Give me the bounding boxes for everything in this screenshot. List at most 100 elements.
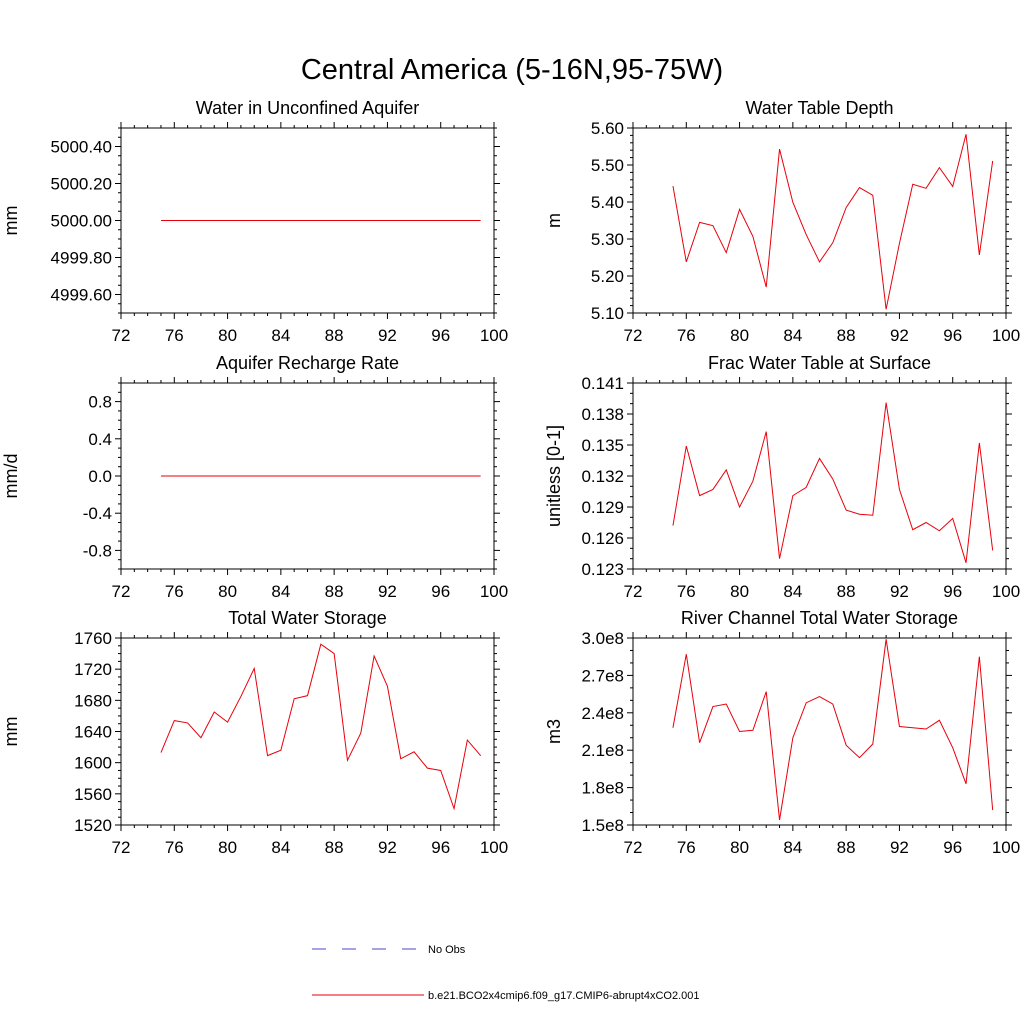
water-in-unconfined-aquifer-xtick-label: 76 <box>165 326 184 345</box>
frac-water-table-at-surface-xtick-label: 72 <box>624 582 643 601</box>
frac-water-table-at-surface-ytick-label: 0.132 <box>581 467 624 486</box>
water-in-unconfined-aquifer-ytick-label: 5000.20 <box>51 175 112 194</box>
river-channel-total-water-storage-xtick-label: 96 <box>943 838 962 857</box>
water-in-unconfined-aquifer-ytick-label: 5000.40 <box>51 138 112 157</box>
water-table-depth-xtick-label: 100 <box>992 326 1020 345</box>
total-water-storage-ytick-label: 1520 <box>74 816 112 835</box>
figure-title: Central America (5-16N,95-75W) <box>301 54 723 86</box>
river-channel-total-water-storage-ytick-label: 2.7e8 <box>581 666 624 685</box>
frac-water-table-at-surface-ytick-label: 0.123 <box>581 560 624 579</box>
river-channel-total-water-storage-xtick-label: 100 <box>992 838 1020 857</box>
aquifer-recharge-rate-xtick-label: 96 <box>431 582 450 601</box>
frac-water-table-at-surface-ytick-label: 0.135 <box>581 436 624 455</box>
frac-water-table-at-surface-title: Frac Water Table at Surface <box>708 353 931 373</box>
water-in-unconfined-aquifer-xtick-label: 88 <box>325 326 344 345</box>
water-in-unconfined-aquifer-xtick-label: 92 <box>378 326 397 345</box>
total-water-storage-xtick-label: 92 <box>378 838 397 857</box>
frac-water-table-at-surface-series-line <box>672 402 994 563</box>
river-channel-total-water-storage-frame <box>632 637 1007 826</box>
water-table-depth-xtick-label: 92 <box>890 326 909 345</box>
total-water-storage-ytick-label: 1560 <box>74 785 112 804</box>
total-water-storage-xtick-label: 96 <box>431 838 450 857</box>
water-table-depth-ytick-label: 5.60 <box>591 119 624 138</box>
total-water-storage-ytick-label: 1720 <box>74 660 112 679</box>
frac-water-table-at-surface-xtick-label: 88 <box>837 582 856 601</box>
river-channel-total-water-storage-xtick-label: 92 <box>890 838 909 857</box>
total-water-storage-title: Total Water Storage <box>228 608 386 628</box>
panel-water-table-depth: Water Table Depth 72 76 80 84 88 92 96 100 5.10 5.… <box>544 98 1020 345</box>
panel-total-water-storage: Total Water Storage 72 76 80 84 88 92 96 100 1520… <box>1 608 508 857</box>
river-channel-total-water-storage-xtick-label: 88 <box>837 838 856 857</box>
aquifer-recharge-rate-title: Aquifer Recharge Rate <box>216 353 399 373</box>
water-table-depth-xtick-label: 72 <box>624 326 643 345</box>
water-in-unconfined-aquifer-title: Water in Unconfined Aquifer <box>196 98 419 118</box>
frac-water-table-at-surface-xtick-label: 84 <box>783 582 802 601</box>
river-channel-total-water-storage-xtick-label: 72 <box>624 838 643 857</box>
total-water-storage-xtick-label: 80 <box>218 838 237 857</box>
aquifer-recharge-rate-ytick-label: -0.4 <box>83 504 112 523</box>
river-channel-total-water-storage-ylabel: m3 <box>544 719 564 744</box>
water-in-unconfined-aquifer-xtick-label: 72 <box>112 326 131 345</box>
frac-water-table-at-surface-ytick-label: 0.141 <box>581 374 624 393</box>
frac-water-table-at-surface-xtick-label: 76 <box>677 582 696 601</box>
water-table-depth-series-line <box>672 134 994 310</box>
water-table-depth-xtick-label: 88 <box>837 326 856 345</box>
total-water-storage-ytick-label: 1760 <box>74 629 112 648</box>
total-water-storage-ylabel: mm <box>1 717 21 747</box>
aquifer-recharge-rate-xtick-label: 76 <box>165 582 184 601</box>
frac-water-table-at-surface-ylabel: unitless [0-1] <box>544 425 564 527</box>
water-table-depth-ytick-label: 5.20 <box>591 267 624 286</box>
water-table-depth-ytick-label: 5.40 <box>591 193 624 212</box>
water-in-unconfined-aquifer-ylabel: mm <box>1 206 21 236</box>
legend-label-model: b.e21.BCO2x4cmip6.f09_g17.CMIP6-abrupt4x… <box>428 990 700 1002</box>
aquifer-recharge-rate-ylabel: mm/d <box>1 454 21 499</box>
river-channel-total-water-storage-ytick-label: 3.0e8 <box>581 629 624 648</box>
frac-water-table-at-surface-xtick-label: 80 <box>730 582 749 601</box>
panel-frac-water-table-at-surface: Frac Water Table at Surface 72 76 80 84 88 92 9… <box>544 353 1020 601</box>
total-water-storage-xtick-label: 88 <box>325 838 344 857</box>
total-water-storage-frame <box>120 637 495 826</box>
water-table-depth-ytick-label: 5.50 <box>591 156 624 175</box>
water-table-depth-ytick-label: 5.10 <box>591 304 624 323</box>
panels: Water in Unconfined Aquifer 72 76 80 84 88 92 9… <box>1 98 1020 857</box>
river-channel-total-water-storage-ytick-label: 1.5e8 <box>581 816 624 835</box>
water-table-depth-title: Water Table Depth <box>745 98 893 118</box>
water-table-depth-frame <box>632 127 1007 314</box>
aquifer-recharge-rate-ytick-label: 0.4 <box>88 430 112 449</box>
water-in-unconfined-aquifer-xtick-label: 96 <box>431 326 450 345</box>
river-channel-total-water-storage-ytick-label: 2.4e8 <box>581 704 624 723</box>
river-channel-total-water-storage-xtick-label: 84 <box>783 838 802 857</box>
water-table-depth-xtick-label: 80 <box>730 326 749 345</box>
frac-water-table-at-surface-xtick-label: 96 <box>943 582 962 601</box>
water-in-unconfined-aquifer-ytick-label: 4999.80 <box>51 249 112 268</box>
frac-water-table-at-surface-xtick-label: 92 <box>890 582 909 601</box>
aquifer-recharge-rate-xtick-label: 72 <box>112 582 131 601</box>
frac-water-table-at-surface-ytick-label: 0.126 <box>581 529 624 548</box>
water-table-depth-xtick-label: 84 <box>783 326 802 345</box>
total-water-storage-ytick-label: 1600 <box>74 754 112 773</box>
aquifer-recharge-rate-ytick-label: -0.8 <box>83 541 112 560</box>
river-channel-total-water-storage-title: River Channel Total Water Storage <box>681 608 958 628</box>
panel-aquifer-recharge-rate: Aquifer Recharge Rate 72 76 80 84 88 92 96 100 -0… <box>1 353 508 601</box>
water-in-unconfined-aquifer-ytick-label: 5000.00 <box>51 212 112 231</box>
river-channel-total-water-storage-series-line <box>672 639 994 821</box>
aquifer-recharge-rate-xtick-label: 88 <box>325 582 344 601</box>
panel-water-in-unconfined-aquifer: Water in Unconfined Aquifer 72 76 80 84 88 92 9… <box>1 98 508 345</box>
water-in-unconfined-aquifer-ytick-label: 4999.60 <box>51 286 112 305</box>
frac-water-table-at-surface-ytick-label: 0.129 <box>581 498 624 517</box>
panel-river-channel-total-water-storage: River Channel Total Water Storage 72 76 80 8… <box>544 608 1020 857</box>
aquifer-recharge-rate-ytick-label: 0.8 <box>88 393 112 412</box>
water-table-depth-xtick-label: 96 <box>943 326 962 345</box>
total-water-storage-xtick-label: 72 <box>112 838 131 857</box>
total-water-storage-xtick-label: 100 <box>480 838 508 857</box>
total-water-storage-xtick-label: 76 <box>165 838 184 857</box>
frac-water-table-at-surface-frame <box>632 382 1007 570</box>
total-water-storage-ytick-label: 1640 <box>74 723 112 742</box>
total-water-storage-series-line <box>160 643 482 811</box>
water-table-depth-ylabel: m <box>544 213 564 228</box>
river-channel-total-water-storage-xtick-label: 80 <box>730 838 749 857</box>
river-channel-total-water-storage-ytick-label: 2.1e8 <box>581 741 624 760</box>
total-water-storage-xtick-label: 84 <box>271 838 290 857</box>
